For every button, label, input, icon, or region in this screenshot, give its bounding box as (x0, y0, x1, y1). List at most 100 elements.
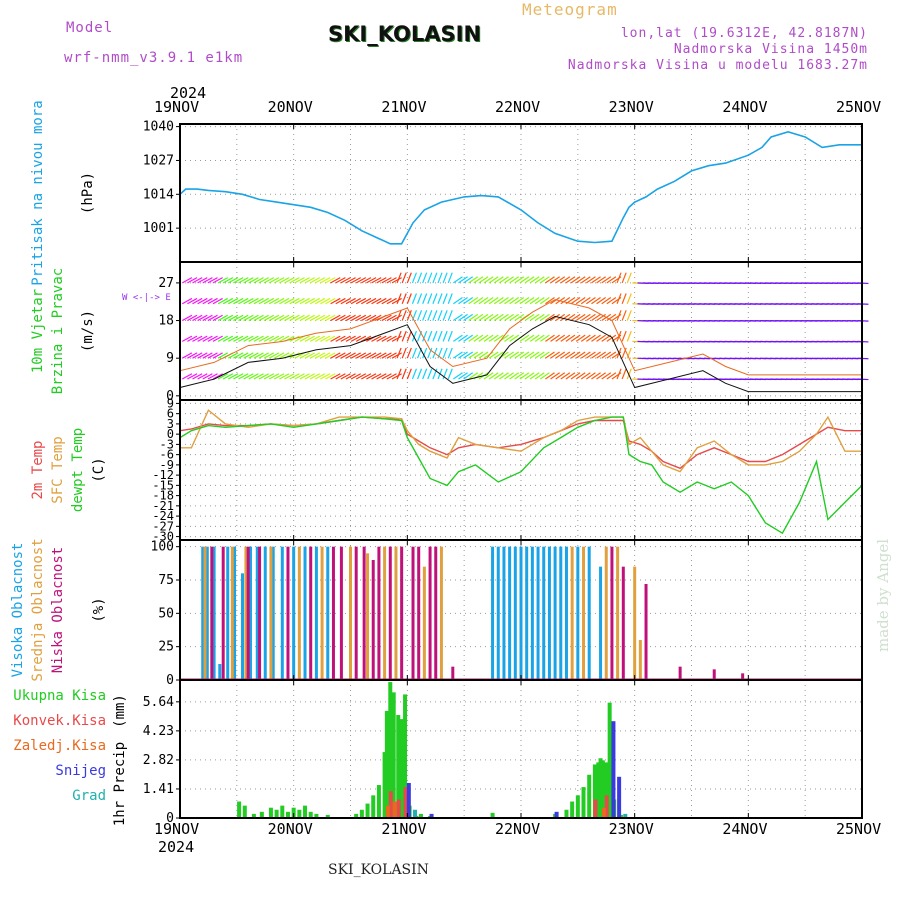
total-rain-bar (268, 807, 273, 818)
wind-barb (396, 272, 402, 284)
wind-barb (499, 297, 509, 305)
wind-barb (376, 277, 387, 284)
total-rain-bar (388, 682, 393, 818)
high-cloud-bar (587, 546, 591, 679)
y-tick-label: 0 (166, 673, 174, 688)
mid-cloud-bar (570, 546, 574, 679)
low-cloud-bar (354, 546, 358, 679)
high-cloud-bar (241, 573, 245, 679)
model-label: Model (66, 20, 114, 36)
total-rain-bar (391, 692, 396, 818)
wind-barb (458, 313, 468, 322)
wind-barb (539, 372, 550, 380)
low-cloud-bar (339, 546, 343, 679)
wind-direction-legend: W <-|-> E (122, 293, 171, 303)
wind-barb (626, 368, 632, 380)
total-rain-bar (581, 787, 586, 818)
wind-barb (289, 277, 300, 284)
wind-barb (509, 334, 520, 342)
wind-barb (187, 297, 198, 305)
wind-barb (570, 313, 581, 322)
wind-barb (299, 297, 310, 305)
wind-barb (483, 297, 494, 305)
y-tick-label: 2.82 (143, 753, 174, 768)
wind-barb (560, 276, 571, 284)
y-tick-label: 6 (167, 407, 174, 421)
wind-barb (499, 313, 509, 322)
wind-barb (340, 335, 351, 342)
wind-barb (294, 373, 305, 380)
snow-bar (617, 776, 622, 818)
wind-barb (289, 297, 300, 305)
wind-barb (207, 297, 218, 305)
total-rain-bar (371, 795, 376, 818)
wind-barb (417, 310, 423, 321)
wind-barb (320, 314, 331, 322)
y-axis-title: (mm) (112, 694, 128, 728)
high-cloud-bar (491, 546, 495, 679)
wind-barb (391, 297, 402, 305)
wind-barb (212, 277, 223, 284)
wind-barb (519, 334, 530, 342)
wind-barb (212, 373, 223, 380)
y-tick-label: -9 (160, 458, 174, 472)
wind-barb (555, 334, 566, 342)
wind-barb (294, 314, 305, 322)
wind-barb (529, 297, 540, 305)
wind-barb (458, 334, 468, 342)
wind-barb (279, 277, 290, 284)
total-rain-bar (403, 694, 408, 818)
wind-barb (330, 314, 341, 322)
wind-barb (391, 373, 402, 380)
wind-barb (442, 368, 448, 380)
wind-barb (534, 351, 545, 359)
wind-barb (626, 293, 632, 304)
footer-station-label: SKI_KOLASIN (328, 862, 429, 878)
wind-barb (335, 314, 346, 322)
wind-barb (228, 373, 239, 380)
date-tick-label-top: 21NOV (381, 98, 427, 116)
wind-barb (376, 373, 387, 380)
wind-barb (565, 334, 576, 342)
total-rain-bar (598, 758, 603, 818)
high-cloud-bar (525, 546, 529, 679)
wind-barb (207, 277, 218, 284)
total-rain-bar (297, 809, 302, 818)
total-rain-bar (365, 803, 370, 818)
wind-barb (263, 373, 275, 380)
wind-barb (309, 297, 321, 305)
wind-barb (621, 368, 627, 380)
wind-barb (299, 373, 310, 380)
legend-entry: Ukupna Kisa (13, 688, 106, 704)
wind-barb (299, 314, 310, 322)
wind-barb (514, 276, 525, 284)
mid-cloud-bar (439, 546, 443, 679)
wind-barb (325, 335, 336, 342)
wind-barb (202, 335, 213, 342)
wind-barb (274, 277, 285, 284)
wind-barb (340, 352, 351, 359)
wind-barb (253, 297, 264, 305)
wind-barb (207, 335, 218, 342)
y-axis-title: Brzina i Pravac (50, 268, 66, 394)
wind-barb (181, 373, 193, 380)
wind-barb (396, 330, 402, 342)
total-rain-bar (570, 801, 575, 818)
wind-barb (601, 372, 612, 380)
wind-barb (447, 272, 453, 284)
wind-barb (391, 335, 402, 342)
high-cloud-bar (271, 546, 275, 679)
wind-barb (248, 352, 259, 359)
wind-barb (570, 372, 581, 380)
wind-barb (279, 335, 290, 342)
high-cloud-bar (226, 546, 230, 679)
legend-entry: Konvek.Kisa (13, 713, 106, 729)
wind-barb (442, 293, 448, 304)
total-rain-bar (251, 813, 256, 818)
wind-barb (222, 297, 234, 305)
wind-barb (299, 335, 310, 342)
low-cloud-bar (610, 546, 614, 679)
wind-barb (534, 334, 545, 342)
wind-barb (596, 351, 607, 359)
wind-barb (228, 335, 239, 342)
